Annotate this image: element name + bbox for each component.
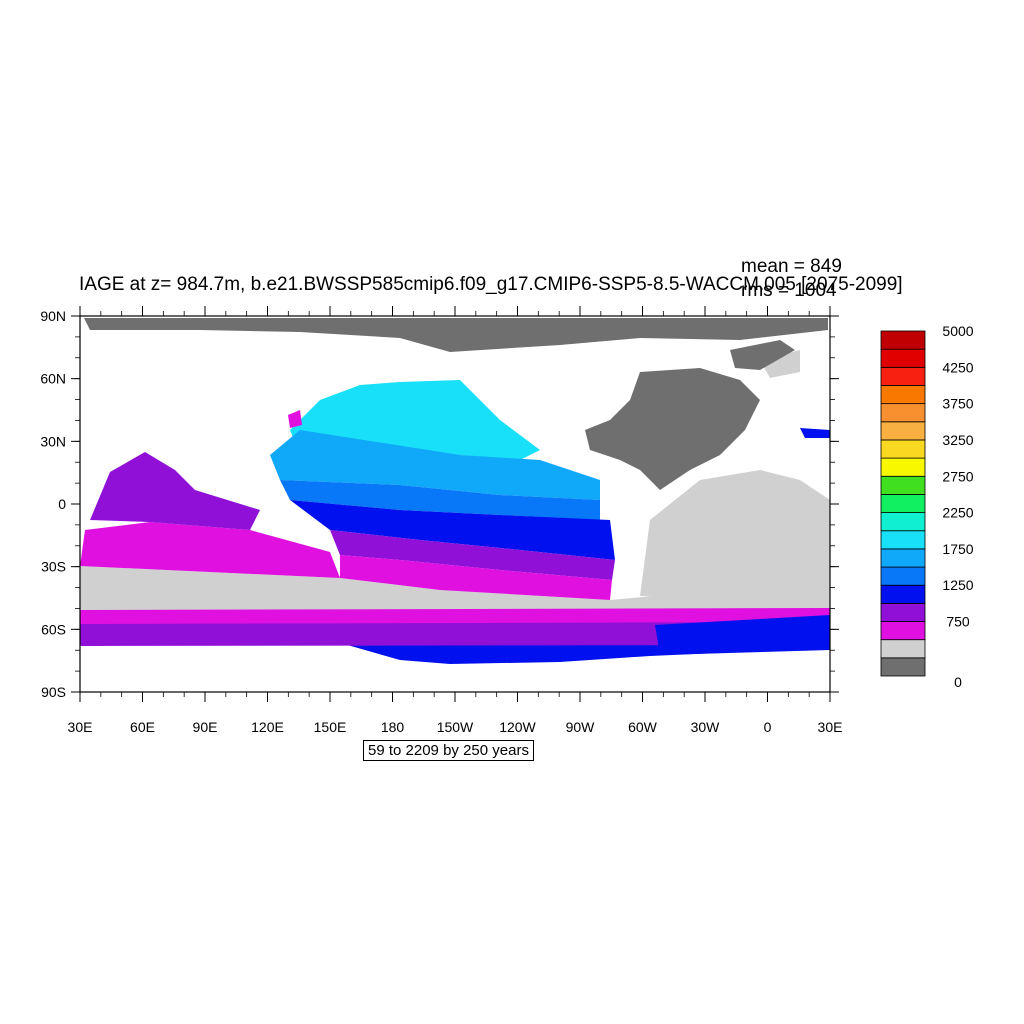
colorbar-swatch — [880, 566, 926, 586]
colorbar-label: 1250 — [942, 577, 973, 593]
colorbar-label: 2250 — [942, 505, 973, 521]
colorbar-label: 750 — [946, 614, 970, 630]
plot-title: IAGE at z= 984.7m, b.e21.BWSSP585cmip6.f… — [79, 274, 903, 295]
lat-label: 90S — [41, 684, 66, 700]
lat-label: 60N — [40, 371, 66, 387]
colorbar-label: 1750 — [942, 541, 973, 557]
lon-label: 120E — [251, 719, 284, 735]
ocean-magenta-indian — [80, 522, 340, 578]
rms-stat: rms = 1004 — [741, 280, 837, 301]
ocean-magenta-south — [80, 606, 830, 624]
lon-label: 30E — [818, 719, 843, 735]
colorbar-swatch — [880, 330, 926, 350]
land-masses — [84, 318, 828, 490]
ocean-blue-weddell — [655, 615, 830, 655]
colorbar-swatch — [880, 530, 926, 550]
colorbar-swatch — [880, 366, 926, 386]
colorbar-swatch — [880, 602, 926, 622]
lon-label: 60E — [130, 719, 155, 735]
contour-interval-label: 59 to 2209 by 250 years — [363, 740, 534, 761]
ocean-gray-natl — [760, 350, 800, 378]
colorbar-swatch — [880, 621, 926, 641]
colorbar-swatch — [880, 421, 926, 441]
ocean-magenta-indian-spot — [288, 410, 302, 428]
ocean-purple-south — [80, 620, 830, 646]
lon-label: 150E — [314, 719, 347, 735]
lat-tick-group: 90N 60N 30N 0 30S 60S 90S — [40, 308, 839, 700]
lat-label: 30S — [41, 559, 66, 575]
colorbar-swatch — [880, 494, 926, 513]
colorbar-swatch — [880, 475, 926, 495]
colorbar-label: 4250 — [942, 359, 973, 375]
colorbar-swatch — [880, 348, 926, 368]
lat-label: 30N — [40, 433, 66, 449]
lat-label: 0 — [58, 496, 66, 512]
lon-label: 60W — [628, 719, 658, 735]
ocean-fields — [80, 350, 830, 664]
colorbar-label: 2750 — [942, 468, 973, 484]
ocean-purple-indian — [90, 452, 260, 530]
ocean-gray-south — [80, 566, 830, 610]
lon-label: 90E — [193, 719, 218, 735]
colorbar: 0 750 1250 1750 2250 2750 3250 3750 4250 5000 — [880, 323, 974, 690]
colorbar-swatch — [880, 657, 926, 677]
lon-label: 150W — [437, 719, 474, 735]
lat-label: 60S — [41, 621, 66, 637]
colorbar-label: 3750 — [942, 396, 973, 412]
colorbar-label: 5000 — [942, 323, 973, 339]
ocean-blue-nordic — [800, 428, 830, 438]
colorbar-swatch — [880, 639, 926, 659]
lon-label: 30W — [691, 719, 721, 735]
lon-label: 90W — [566, 719, 596, 735]
ocean-skyblue-npac — [270, 430, 600, 500]
ocean-gray-atlantic — [640, 470, 830, 598]
colorbar-label: 0 — [954, 674, 962, 690]
colorbar-swatch — [880, 457, 926, 477]
lon-label: 30E — [68, 719, 93, 735]
colorbar-swatch — [880, 584, 926, 604]
land-arctic — [84, 318, 828, 352]
ocean-purple-spac — [330, 530, 615, 580]
mean-stat: mean = 849 — [741, 256, 842, 277]
land-greenland — [730, 340, 795, 370]
colorbar-swatch — [880, 385, 926, 405]
colorbar-label: 3250 — [942, 432, 973, 448]
lat-label: 90N — [40, 308, 66, 324]
ocean-blue-south — [80, 640, 830, 664]
colorbar-swatch — [880, 403, 926, 423]
lon-tick-group: 30E 60E 90E 120E 150E 180 150W 120W 90W 60W 30W 0 30… — [68, 306, 843, 735]
land-north-america — [585, 368, 760, 490]
ocean-magenta-spac — [340, 555, 612, 600]
colorbar-swatch — [880, 512, 926, 532]
colorbar-swatch — [880, 439, 926, 459]
lon-label: 120W — [499, 719, 536, 735]
ocean-blue-mid — [280, 480, 600, 520]
ocean-deepblue-eq — [290, 500, 615, 560]
lon-label: 180 — [381, 719, 405, 735]
lon-label: 0 — [764, 719, 772, 735]
colorbar-swatch — [880, 548, 926, 568]
